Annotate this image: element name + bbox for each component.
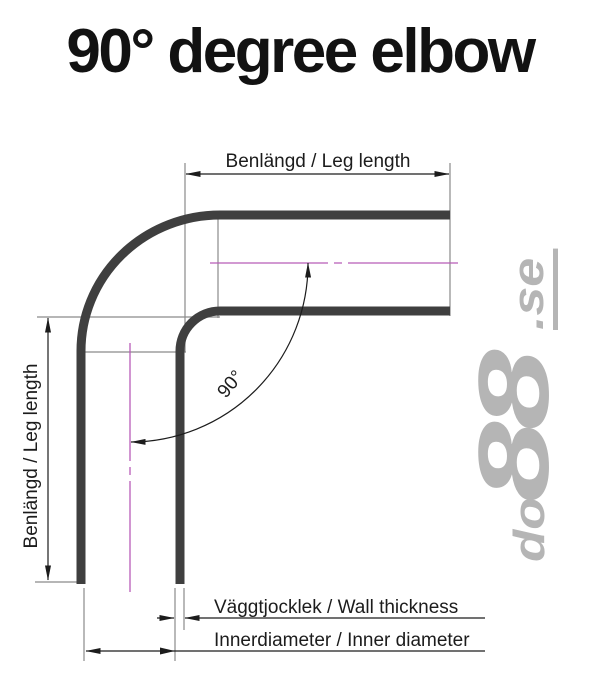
- extension-lines: [35, 163, 451, 661]
- wall-thickness-label: Väggtjocklek / Wall thickness: [214, 597, 458, 618]
- dimension-labels: Benlängd / Leg length Benlängd / Leg len…: [21, 151, 470, 651]
- dimension-lines: [45, 171, 485, 654]
- inner-diameter-label: Innerdiameter / Inner diameter: [214, 630, 470, 651]
- pipe-inner-wall: [175, 306, 450, 584]
- inner-diameter-arrowhead-icon: [160, 647, 175, 655]
- pipe-elbow: [76, 210, 450, 584]
- left-leg-length-label: Benlängd / Leg length: [21, 364, 42, 549]
- angle-label: 90°: [214, 367, 249, 403]
- pipe-outer-wall: [76, 210, 450, 584]
- top-leg-length-label: Benlängd / Leg length: [226, 151, 411, 172]
- page-title: 90° degree elbow: [66, 17, 536, 86]
- angle-arc: [130, 262, 312, 445]
